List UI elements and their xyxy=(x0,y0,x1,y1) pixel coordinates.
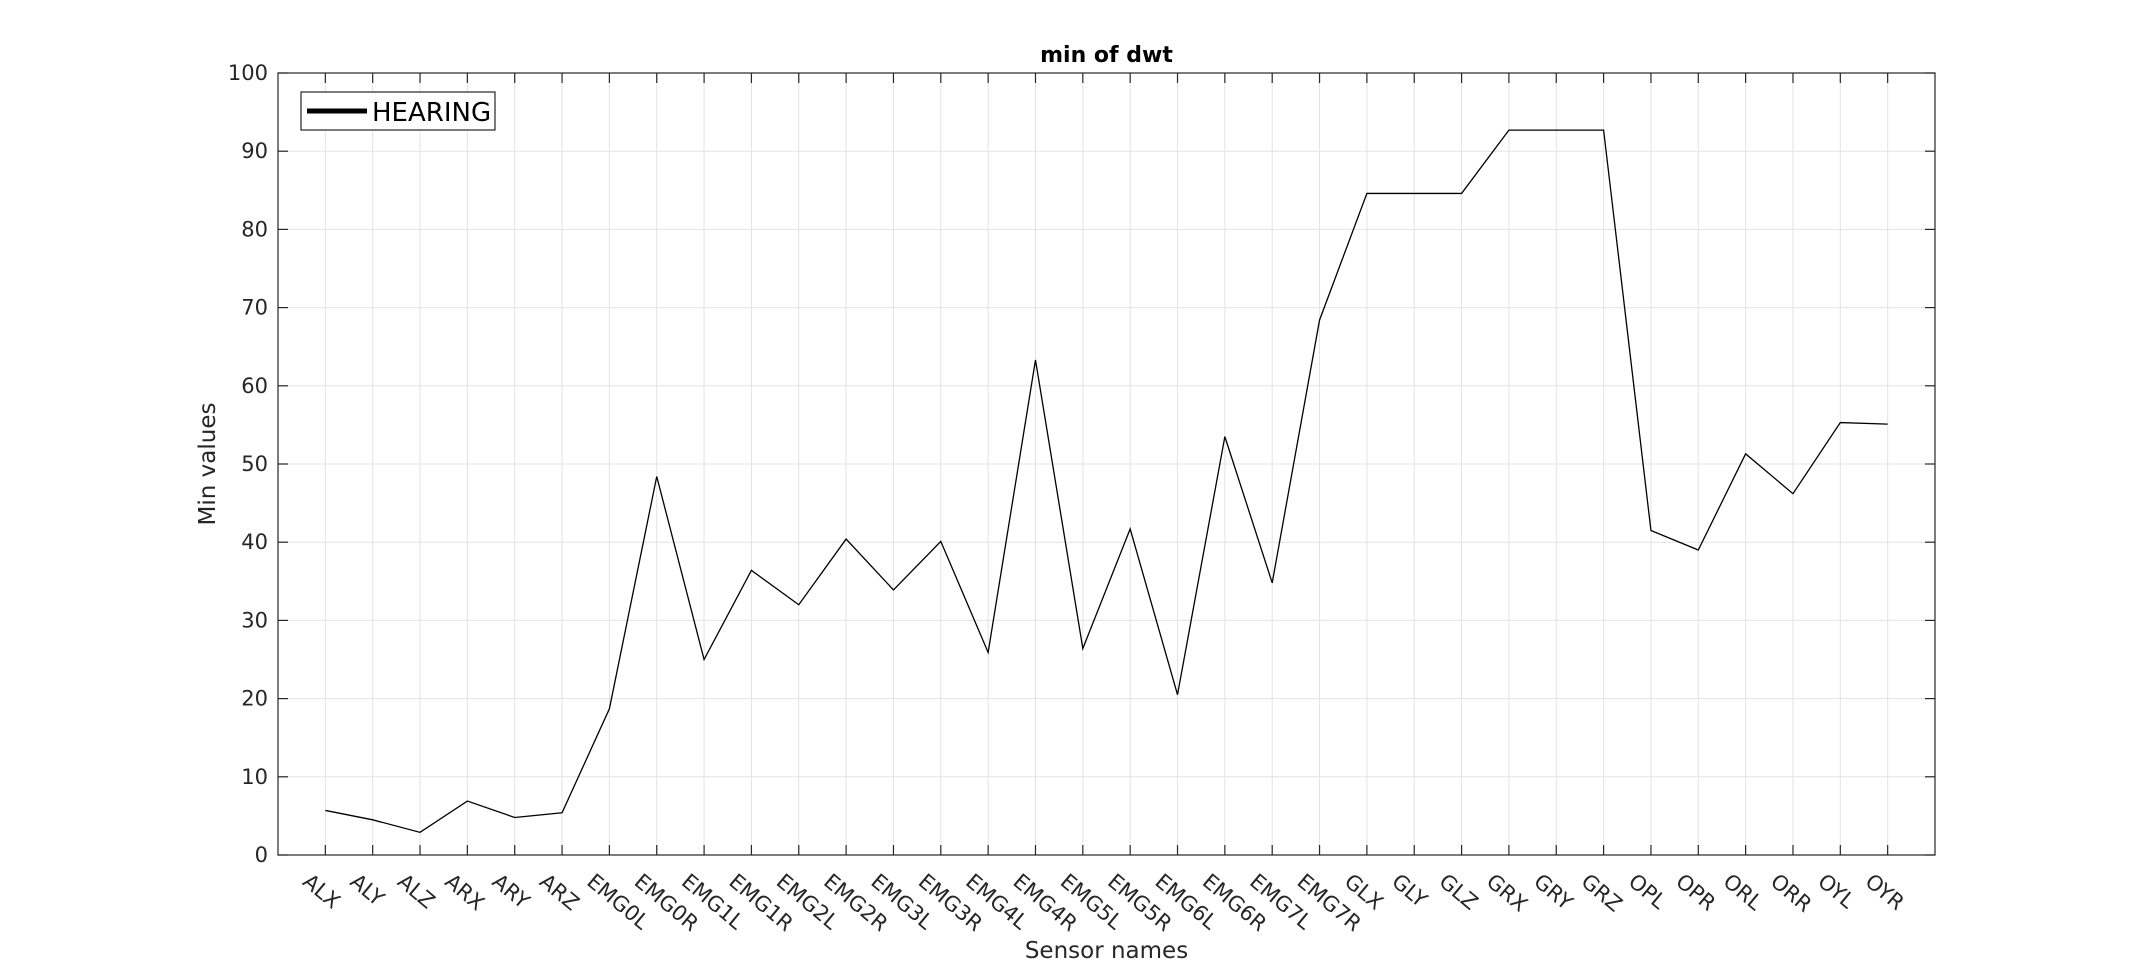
y-tick-label: 60 xyxy=(241,374,268,398)
y-tick-label: 10 xyxy=(241,765,268,789)
y-axis-title: Min values xyxy=(195,403,221,526)
y-tick-label: 0 xyxy=(255,843,268,867)
series-line xyxy=(325,129,1888,834)
grid-lines xyxy=(278,73,1935,855)
y-tick-label: 40 xyxy=(241,530,268,554)
axis-ticks xyxy=(278,72,1935,856)
y-tick-label: 90 xyxy=(241,139,268,163)
y-tick-label: 30 xyxy=(241,608,268,632)
y-tick-label: 100 xyxy=(228,61,268,85)
legend: HEARING xyxy=(300,91,496,131)
y-tick-label: 50 xyxy=(241,452,268,476)
y-tick-label: 70 xyxy=(241,296,268,320)
chart-title: min of dwt xyxy=(1040,43,1173,68)
y-tick-label: 20 xyxy=(241,687,268,711)
x-axis-title: Sensor names xyxy=(1025,938,1188,962)
legend-label: HEARING xyxy=(372,98,491,128)
y-tick-labels: 0 10 20 30 40 50 60 70 80 90 100 xyxy=(228,61,268,867)
series-layer xyxy=(325,129,1888,834)
y-tick-label: 80 xyxy=(241,217,268,241)
